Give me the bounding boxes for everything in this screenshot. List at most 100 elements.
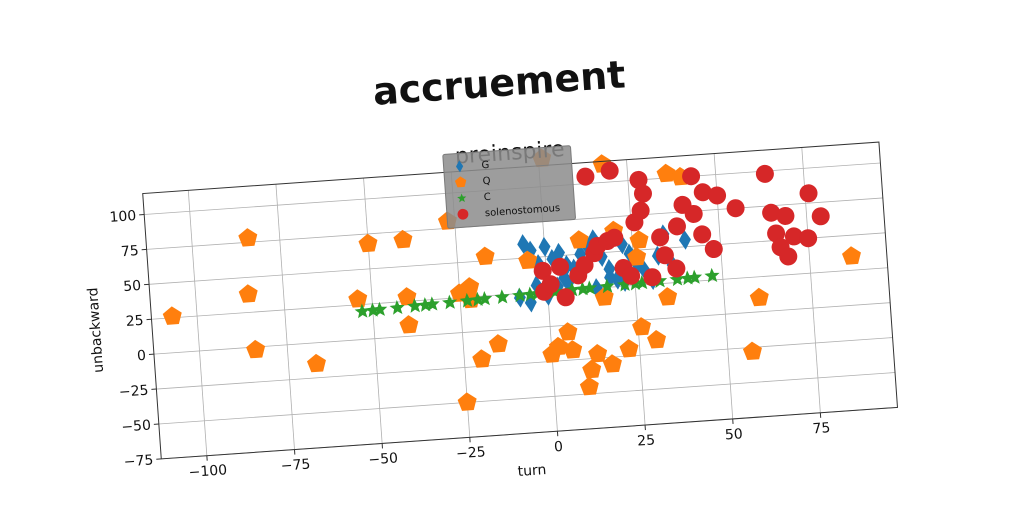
data-point [667,259,686,278]
data-point [704,267,720,283]
data-point [658,287,678,306]
data-point [393,229,413,249]
data-point [643,268,662,287]
data-point [602,354,622,373]
data-point [708,186,727,205]
y-tick-label: −75 [123,452,154,470]
x-tick-label: 0 [554,439,564,456]
data-point [556,288,575,307]
y-grid-line [149,232,886,285]
axis-ticks: −100 −75 −50 −25 0 25 50 75 −75 −50 −25 0 25 50 75 100 [109,208,831,481]
data-point [776,206,795,225]
data-point [472,349,492,368]
x-tick-label: −75 [280,457,311,475]
data-point [682,167,701,186]
y-tick-label: 25 [125,313,144,330]
legend-label: G [481,160,489,172]
data-point [599,278,615,294]
data-point [389,299,405,315]
data-point [518,250,538,270]
data-point [538,236,551,257]
data-point [417,297,433,312]
y-grid-line [158,372,896,425]
data-point [563,340,583,359]
data-point [588,344,608,363]
data-point [372,301,388,317]
data-point [579,376,599,396]
data-point [841,246,861,265]
data-point [629,170,648,189]
data-point [459,292,475,308]
data-point [704,240,723,259]
x-tick-label: −25 [456,444,487,462]
data-point [631,201,650,220]
data-point [622,266,641,285]
legend-label: C [483,192,491,203]
data-point [762,203,781,222]
y-tick-label: 75 [120,243,139,260]
data-point [749,287,769,307]
data-point [494,289,510,305]
data-point [460,277,480,296]
data-point [669,271,685,287]
x-tick-label: −50 [368,450,399,468]
x-tick-label: 75 [812,420,831,437]
y-tick-label: 50 [123,278,142,295]
data-point [522,286,538,302]
y-axis-label: unbackward [85,287,107,373]
data-point [477,291,493,306]
data-point [651,228,670,247]
data-point [238,284,258,303]
data-point [397,287,417,306]
data-point [629,230,649,249]
y-grid-line [153,302,891,355]
data-point [767,224,786,243]
chart-suptitle: accruement [371,52,626,114]
data-point [686,269,703,285]
data-point [784,227,803,246]
data-point [348,289,368,308]
data-point [354,303,370,319]
y-grid-line [156,337,893,390]
data-point [693,183,712,202]
data-point [551,257,570,276]
data-point [656,163,676,183]
data-point [647,330,667,349]
data-point [548,336,568,356]
y-tick-label: 0 [137,348,147,365]
data-point [616,276,633,292]
data-point [442,294,458,310]
data-point [407,298,423,313]
data-point [306,353,326,373]
data-point [726,199,745,218]
data-point [799,184,818,203]
legend-marker [456,160,464,173]
data-point [511,287,528,303]
data-point [627,247,647,266]
data-point [162,306,182,325]
data-point [238,228,258,247]
x-grid-line [187,190,208,456]
data-point [576,167,595,186]
data-point [684,204,703,223]
legend-label: solenostomous [485,203,561,219]
data-point [246,339,266,359]
data-point [553,242,566,263]
legend-label: Q [482,176,491,188]
data-point [693,225,712,244]
data-point [619,339,639,358]
data-point [569,230,589,249]
data-point [365,302,381,318]
x-axis-label: turn [517,462,547,480]
x-tick-label: 50 [724,426,743,443]
data-point [634,274,650,290]
data-point [667,217,686,236]
data-point [457,392,477,411]
data-point [581,280,598,296]
x-grid-line [275,184,295,450]
data-point [558,322,578,341]
data-point [779,247,798,266]
